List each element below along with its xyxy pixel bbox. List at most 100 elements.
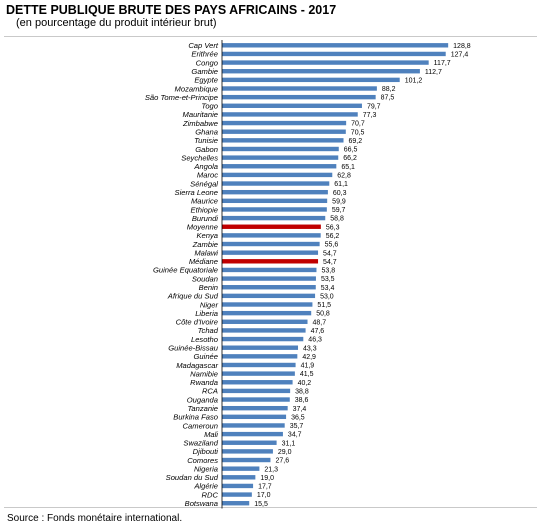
bar-liberia [222,310,312,316]
category-label-moyenne: Moyenne [187,223,218,232]
value-label-liberia: 50,8 [316,311,330,318]
category-label-niger: Niger [200,300,219,309]
value-label-djibouti: 29,0 [278,449,292,456]
category-label-madagascar: Madagascar [176,361,218,370]
category-label-guinee-equatoriale: Guinée Equatoriale [153,266,218,275]
bar-cote-d-ivoire [222,319,308,324]
category-label-liberia: Liberia [195,309,218,318]
bar-tunisie [222,138,344,143]
category-label-mediane: Médiane [189,257,218,266]
value-label-ouganda: 38,6 [295,397,309,404]
bar-ethiopie [222,207,327,212]
bar-maurice [222,198,328,204]
category-label-ghana: Ghana [195,128,218,137]
category-label-sierra-leone: Sierra Leone [175,188,218,197]
bar-guinee [222,354,298,359]
bar-erithree [222,51,446,57]
value-label-togo: 79,7 [367,103,381,110]
value-label-benin: 53,4 [321,285,335,292]
bar-rca [222,388,291,394]
bar-djibouti [222,449,273,454]
value-label-senegal: 61,1 [334,181,348,188]
category-label-gabon: Gabon [195,145,218,154]
category-label-malawi: Malawi [194,248,218,257]
category-label-togo: Togo [201,102,218,111]
category-label-djibouti: Djibouti [193,447,219,456]
value-label-tanzanie: 37,4 [293,406,307,413]
value-label-comores: 27,6 [275,458,289,465]
bar-mali [222,431,283,437]
value-label-guinee-bissau: 43,3 [303,345,317,352]
value-label-rwanda: 40,2 [298,380,312,387]
category-label-kenya: Kenya [196,231,218,240]
category-label-afrique-du-sud: Afrique du Sud [167,292,219,301]
bar-gabon [222,146,339,152]
chart-frame [4,36,537,508]
category-label-angola: Angola [193,162,218,171]
value-label-seychelles: 66,2 [343,155,357,162]
category-label-mozambique: Mozambique [175,84,218,93]
value-label-burundi: 58,8 [330,216,344,223]
category-label-gambie: Gambie [191,67,218,76]
bar-burundi [222,215,326,221]
source-note: Source : Fonds monétaire international. [7,513,183,524]
value-label-soudan-du-sud: 19,0 [260,475,274,482]
value-label-cote-d-ivoire: 48,7 [313,319,327,326]
value-label-namibie: 41,5 [300,371,314,378]
category-label-benin: Benin [199,283,218,292]
bar-angola [222,164,337,169]
bar-togo [222,103,362,108]
bar-sao-tome-et-principe [222,94,376,100]
value-label-ghana: 70,5 [351,129,365,136]
bar-ouganda [222,397,290,402]
value-label-burkina-faso: 36,5 [291,414,305,421]
category-label-rwanda: Rwanda [190,378,218,387]
value-label-algerie: 17,7 [258,484,272,491]
bar-moyenne [222,224,321,229]
category-label-cote-d-ivoire: Côte d'Ivoire [176,318,218,327]
category-label-maroc: Maroc [197,171,218,180]
value-label-cameroun: 35,7 [290,423,304,430]
bar-cameroun [222,423,285,428]
bar-kenya [222,233,321,238]
category-label-tunisie: Tunisie [194,136,218,145]
bar-guinee-bissau [222,345,299,350]
category-label-zambie: Zambie [192,240,218,249]
category-label-nigeria: Nigeria [194,464,218,473]
bar-ghana [222,129,346,134]
value-label-niger: 51,5 [317,302,331,309]
value-label-madagascar: 41,9 [301,363,315,370]
category-label-soudan-du-sud: Soudan du Sud [166,473,219,482]
category-label-soudan: Soudan [192,274,218,283]
bar-chart: Cap Vert 128,8 Erithrée 127,4 Congo 117,7 Gamb… [145,39,471,509]
category-label-sao-tome-et-principe: São Tome-et-Principe [145,93,218,102]
category-label-mali: Mali [204,430,218,439]
category-label-burkina-faso: Burkina Faso [173,413,218,422]
bar-algerie [222,483,254,489]
bar-botswana [222,501,250,506]
value-label-mozambique: 88,2 [382,86,396,93]
bar-tchad [222,328,306,333]
bar-zambie [222,241,320,247]
bar-sierra-leone [222,189,328,195]
bar-congo [222,60,429,65]
value-label-sao-tome-et-principe: 87,5 [381,95,395,102]
value-label-tchad: 47,6 [311,328,325,335]
category-label-congo: Congo [196,58,218,67]
value-label-moyenne: 56,3 [326,224,340,231]
bar-egypte [222,77,400,83]
bar-gambie [222,69,420,74]
value-label-gabon: 66,5 [344,147,358,154]
bar-niger [222,302,313,307]
bar-mediane [222,259,319,264]
value-label-guinee: 42,9 [302,354,316,361]
value-label-maroc: 62,8 [337,173,351,180]
category-label-tchad: Tchad [198,326,219,335]
value-label-rdc: 17,0 [257,492,271,499]
bar-soudan [222,276,316,281]
bar-comores [222,457,271,463]
value-label-rca: 38,8 [295,389,309,396]
value-label-erithree: 127,4 [451,52,469,59]
value-label-mediane: 54,7 [323,259,337,266]
value-label-afrique-du-sud: 53,0 [320,293,334,300]
